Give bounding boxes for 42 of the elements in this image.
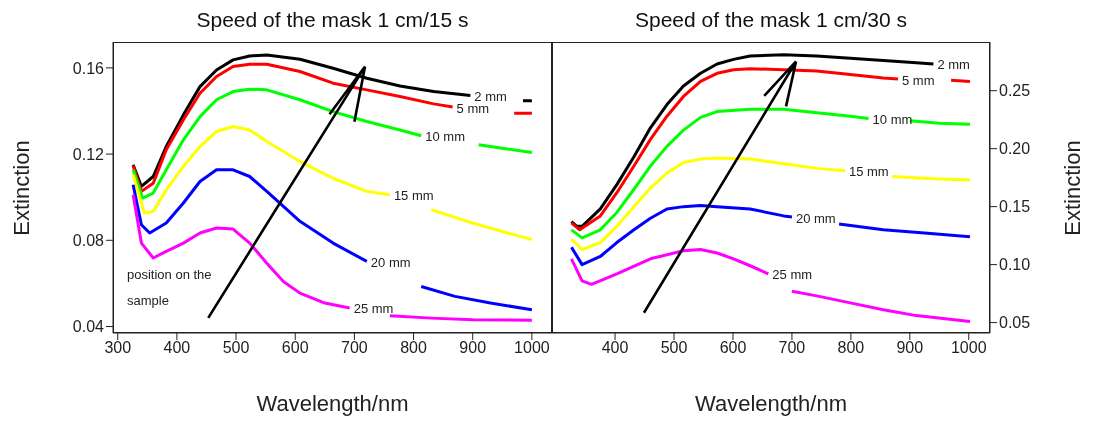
y2-tick-label: 0.25 <box>999 82 1031 100</box>
x-tick-label: 700 <box>778 339 806 357</box>
x-tick-label: 700 <box>341 339 368 357</box>
y2-tick-label: 0.05 <box>999 314 1031 332</box>
chart-title: Speed of the mask 1 cm/15 s <box>195 8 470 32</box>
chart-title: Speed of the mask 1 cm/30 s <box>634 8 908 32</box>
x-tick-label: 400 <box>601 339 629 357</box>
x-tick-label: 300 <box>104 339 132 357</box>
y-tick-label: 0.16 <box>72 59 105 77</box>
x-tick-label: 1000 <box>514 339 550 357</box>
series-label: 10 mm <box>425 129 465 145</box>
y2-axis-title: Extinction <box>1060 139 1086 236</box>
x-tick-label: 800 <box>837 339 865 357</box>
series-label: 25 mm <box>353 301 394 317</box>
y2-tick-label: 0.10 <box>999 256 1031 274</box>
x-tick-label: 500 <box>222 339 250 357</box>
x-tick-label: 400 <box>163 339 191 357</box>
y2-tick-label: 0.15 <box>999 198 1031 216</box>
series-label: 2 mm <box>937 57 970 73</box>
x-tick-label: 800 <box>400 339 427 357</box>
series-label: 20 mm <box>795 210 836 226</box>
x-axis-title: Wavelength/nm <box>694 391 848 416</box>
y-tick-label: 0.08 <box>72 231 105 249</box>
y-tick-label: 0.04 <box>72 318 105 336</box>
series-label: 5 mm <box>902 72 935 88</box>
x-tick-label: 600 <box>719 339 747 357</box>
series-label: 20 mm <box>370 254 411 270</box>
annotation: position on the sample <box>127 266 213 310</box>
x-tick-label: 900 <box>459 339 487 357</box>
x-tick-label: 500 <box>660 339 688 357</box>
series-label: 15 mm <box>393 188 434 204</box>
series-label: 10 mm <box>872 111 913 127</box>
x-tick-label: 600 <box>281 339 309 357</box>
y-tick-label: 0.12 <box>72 145 105 163</box>
series-label: 15 mm <box>848 164 889 180</box>
y2-tick-label: 0.20 <box>999 140 1031 158</box>
x-tick-label: 1000 <box>950 339 987 357</box>
x-tick-label: 900 <box>896 339 924 357</box>
series-label: 25 mm <box>772 267 813 283</box>
line-series <box>569 53 935 228</box>
y-axis-title: Extinction <box>9 139 35 236</box>
x-axis-title: Wavelength/nm <box>256 391 409 416</box>
